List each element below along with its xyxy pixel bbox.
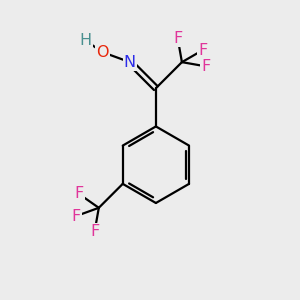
Text: F: F [74, 187, 84, 202]
Text: F: F [173, 31, 182, 46]
Text: O: O [96, 45, 108, 60]
Text: F: F [90, 224, 99, 239]
Text: F: F [201, 59, 210, 74]
Text: F: F [198, 43, 207, 58]
Text: F: F [71, 208, 81, 224]
Text: H: H [79, 33, 92, 48]
Text: N: N [124, 55, 136, 70]
